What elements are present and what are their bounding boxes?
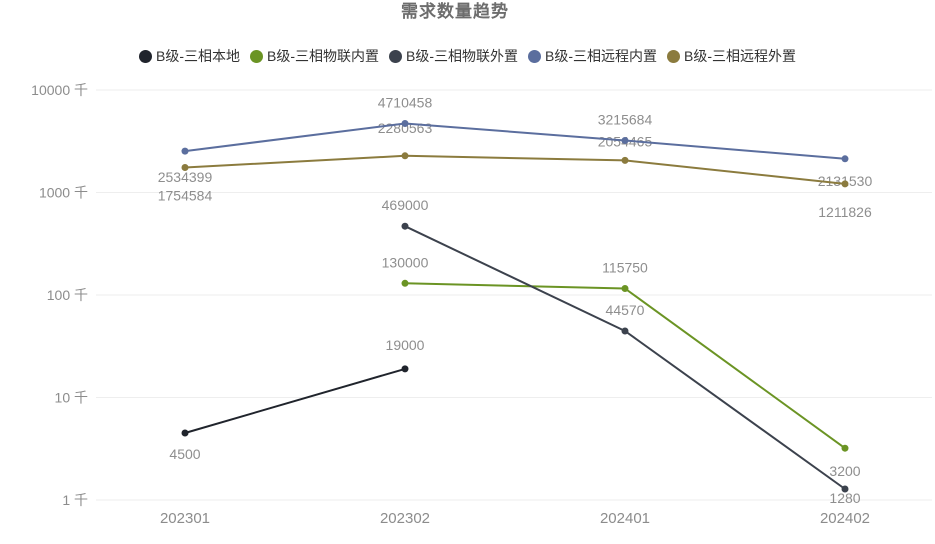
x-axis-label: 202402 bbox=[820, 510, 870, 527]
y-axis-tick-label: 1 千 bbox=[62, 492, 88, 508]
data-point bbox=[401, 120, 409, 127]
data-point bbox=[841, 444, 849, 452]
data-label: 19000 bbox=[386, 337, 425, 353]
legend-item-label: B级-三相远程内置 bbox=[545, 48, 657, 64]
legend-item[interactable]: B级-三相远程外置 bbox=[667, 46, 796, 66]
data-label: 3215684 bbox=[598, 112, 653, 128]
data-point bbox=[181, 164, 189, 171]
legend: B级-三相本地 B级-三相物联内置 B级-三相物联外置 B级-三相远程内置 B级-三相远… bbox=[0, 46, 935, 66]
data-point bbox=[621, 156, 629, 164]
legend-marker-circle-icon bbox=[389, 49, 402, 63]
y-axis-tick-label: 1000 千 bbox=[39, 185, 88, 201]
data-point bbox=[401, 365, 409, 373]
data-point bbox=[841, 180, 849, 188]
data-point bbox=[841, 155, 849, 163]
legend-item[interactable]: B级-三相远程内置 bbox=[528, 46, 657, 66]
data-label: 4500 bbox=[169, 446, 200, 462]
y-axis-tick-label: 10000 千 bbox=[31, 82, 88, 98]
data-point bbox=[841, 485, 849, 493]
data-label: 1211826 bbox=[818, 204, 872, 220]
data-point bbox=[621, 285, 629, 292]
legend-item[interactable]: B级-三相物联内置 bbox=[250, 46, 379, 66]
series-line bbox=[184, 122, 846, 160]
data-point bbox=[401, 279, 409, 287]
x-axis-label: 202401 bbox=[600, 510, 650, 527]
legend-marker-circle-icon bbox=[250, 49, 263, 63]
x-axis-label: 202301 bbox=[160, 510, 210, 527]
data-label: 3200 bbox=[829, 463, 860, 479]
data-label: 4710458 bbox=[378, 95, 433, 111]
data-point bbox=[181, 147, 189, 155]
data-point bbox=[401, 222, 409, 230]
data-point bbox=[621, 137, 629, 144]
y-axis-tick-label: 100 千 bbox=[47, 287, 88, 303]
data-point bbox=[621, 327, 629, 335]
chart-title: 需求数量趋势 bbox=[401, 2, 509, 21]
legend-item-label: B级-三相物联内置 bbox=[267, 48, 379, 64]
data-label: 2534399 bbox=[158, 169, 213, 185]
legend-item-label: B级-三相物联外置 bbox=[406, 48, 518, 64]
legend-marker-circle-icon bbox=[667, 49, 680, 63]
y-axis-tick-label: 10 千 bbox=[55, 390, 88, 406]
legend-item[interactable]: B级-三相物联外置 bbox=[389, 46, 518, 66]
data-label: 115750 bbox=[602, 259, 648, 275]
x-axis-label: 202302 bbox=[380, 510, 430, 527]
legend-marker-circle-icon bbox=[139, 49, 152, 63]
data-label: 1280 bbox=[829, 490, 860, 506]
data-point bbox=[181, 429, 189, 437]
legend-item-label: B级-三相本地 bbox=[156, 48, 240, 64]
data-point bbox=[401, 152, 409, 160]
series-line bbox=[184, 367, 406, 434]
data-label: 1754584 bbox=[158, 187, 213, 203]
legend-item[interactable]: B级-三相本地 bbox=[139, 46, 240, 66]
data-label: 44570 bbox=[606, 302, 645, 318]
series-line bbox=[184, 154, 846, 185]
data-label: 469000 bbox=[382, 197, 429, 213]
legend-marker-circle-icon bbox=[528, 49, 541, 63]
legend-item-label: B级-三相远程外置 bbox=[684, 48, 796, 64]
data-label: 130000 bbox=[382, 254, 429, 270]
